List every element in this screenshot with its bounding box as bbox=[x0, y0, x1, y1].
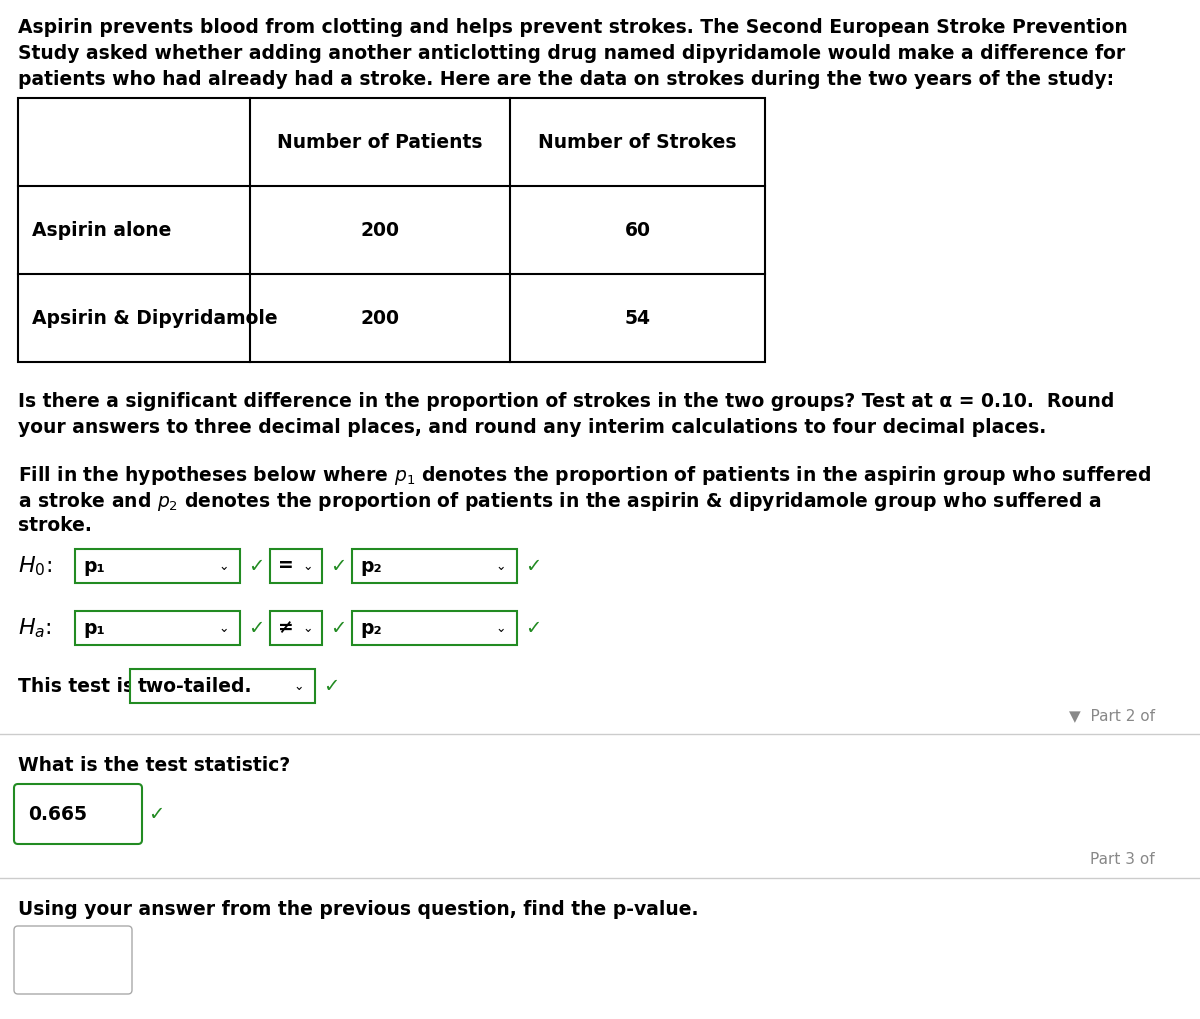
Text: Part 3 of: Part 3 of bbox=[1091, 853, 1154, 867]
Text: $H_a$:: $H_a$: bbox=[18, 616, 52, 640]
Text: ✓: ✓ bbox=[330, 619, 347, 638]
Text: ✓: ✓ bbox=[248, 556, 264, 576]
Text: your answers to three decimal places, and round any interim calculations to four: your answers to three decimal places, an… bbox=[18, 418, 1046, 437]
Text: p₁: p₁ bbox=[83, 619, 104, 638]
Text: ⌄: ⌄ bbox=[218, 559, 229, 573]
Text: ✓: ✓ bbox=[526, 619, 541, 638]
FancyBboxPatch shape bbox=[270, 611, 322, 645]
Text: ⌄: ⌄ bbox=[302, 622, 313, 635]
FancyBboxPatch shape bbox=[14, 926, 132, 994]
Text: p₁: p₁ bbox=[83, 556, 104, 576]
Text: Is there a significant difference in the proportion of strokes in the two groups: Is there a significant difference in the… bbox=[18, 392, 1115, 411]
FancyBboxPatch shape bbox=[74, 611, 240, 645]
Text: p₂: p₂ bbox=[360, 619, 382, 638]
Text: =: = bbox=[278, 556, 294, 576]
Text: Number of Patients: Number of Patients bbox=[277, 132, 482, 152]
Text: 200: 200 bbox=[360, 309, 400, 327]
Text: Study asked whether adding another anticlotting drug named dipyridamole would ma: Study asked whether adding another antic… bbox=[18, 44, 1126, 63]
Text: ⌄: ⌄ bbox=[218, 622, 229, 635]
FancyBboxPatch shape bbox=[352, 549, 517, 583]
Text: ✓: ✓ bbox=[330, 556, 347, 576]
Text: This test is: This test is bbox=[18, 677, 134, 696]
Text: ✓: ✓ bbox=[526, 556, 541, 576]
Text: ≠: ≠ bbox=[278, 619, 294, 638]
Text: Number of Strokes: Number of Strokes bbox=[539, 132, 737, 152]
Bar bbox=[18, 98, 766, 362]
Text: a stroke and $p_2$ denotes the proportion of patients in the aspirin & dipyridam: a stroke and $p_2$ denotes the proportio… bbox=[18, 490, 1102, 513]
Text: Aspirin alone: Aspirin alone bbox=[32, 220, 172, 239]
Text: ✓: ✓ bbox=[323, 677, 340, 696]
Text: Fill in the hypotheses below where $p_1$ denotes the proportion of patients in t: Fill in the hypotheses below where $p_1$… bbox=[18, 464, 1151, 487]
Text: $H_0$:: $H_0$: bbox=[18, 554, 52, 578]
FancyBboxPatch shape bbox=[270, 549, 322, 583]
FancyBboxPatch shape bbox=[14, 784, 142, 844]
Text: p₂: p₂ bbox=[360, 556, 382, 576]
FancyBboxPatch shape bbox=[74, 549, 240, 583]
Text: 54: 54 bbox=[624, 309, 650, 327]
Text: two-tailed.: two-tailed. bbox=[138, 677, 252, 696]
Text: ⌄: ⌄ bbox=[302, 559, 313, 573]
Text: Aspirin prevents blood from clotting and helps prevent strokes. The Second Europ: Aspirin prevents blood from clotting and… bbox=[18, 18, 1128, 37]
Text: ✓: ✓ bbox=[148, 804, 164, 823]
Text: ⌄: ⌄ bbox=[496, 622, 506, 635]
Text: 60: 60 bbox=[624, 220, 650, 239]
FancyBboxPatch shape bbox=[352, 611, 517, 645]
Text: 0.665: 0.665 bbox=[28, 804, 88, 823]
Text: 200: 200 bbox=[360, 220, 400, 239]
Text: ⌄: ⌄ bbox=[294, 680, 305, 693]
Text: patients who had already had a stroke. Here are the data on strokes during the t: patients who had already had a stroke. H… bbox=[18, 70, 1114, 89]
Text: ⌄: ⌄ bbox=[496, 559, 506, 573]
Text: What is the test statistic?: What is the test statistic? bbox=[18, 756, 290, 775]
Text: Apsirin & Dipyridamole: Apsirin & Dipyridamole bbox=[32, 309, 277, 327]
Text: ▼  Part 2 of: ▼ Part 2 of bbox=[1069, 708, 1154, 723]
Text: ✓: ✓ bbox=[248, 619, 264, 638]
Text: stroke.: stroke. bbox=[18, 516, 92, 535]
Text: Using your answer from the previous question, find the p-value.: Using your answer from the previous ques… bbox=[18, 900, 698, 919]
FancyBboxPatch shape bbox=[130, 669, 314, 703]
